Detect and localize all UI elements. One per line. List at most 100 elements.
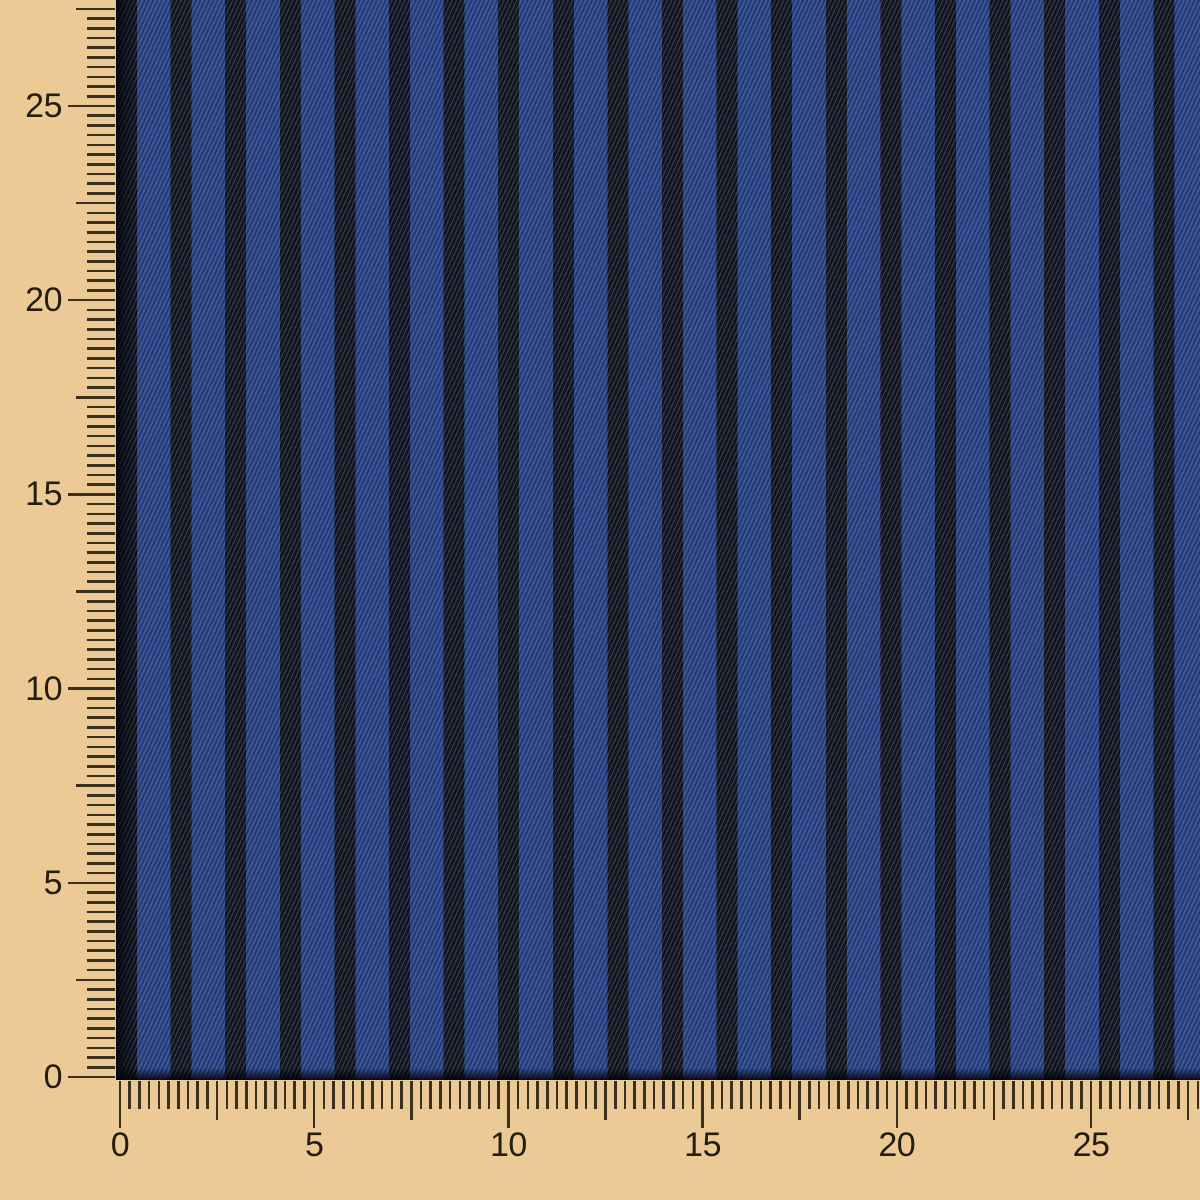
left-ruler-tick-minor — [87, 677, 115, 681]
left-ruler-tick-minor — [87, 755, 115, 758]
bottom-ruler-tick-minor — [351, 1081, 355, 1109]
left-ruler-tick-minor — [87, 998, 115, 1001]
bottom-ruler-tick-minor — [196, 1081, 199, 1109]
bottom-ruler-tick-minor — [380, 1081, 384, 1109]
bottom-ruler-tick-medium — [604, 1081, 607, 1120]
left-ruler-tick-minor — [87, 823, 115, 826]
left-ruler-tick-minor — [87, 968, 115, 972]
bottom-ruler-tick-major — [118, 1081, 122, 1128]
bottom-ruler-tick-minor — [1167, 1081, 1170, 1109]
left-ruler-tick-minor — [87, 803, 115, 807]
left-ruler-tick-medium — [76, 590, 115, 593]
left-ruler-tick-minor — [87, 192, 115, 195]
bottom-ruler-tick-minor — [477, 1081, 481, 1109]
left-ruler-tick-minor — [87, 667, 115, 671]
bottom-ruler-tick-major — [1089, 1081, 1093, 1128]
left-ruler-tick-minor — [87, 279, 115, 283]
left-ruler-tick-minor — [87, 764, 115, 768]
left-ruler-label-10: 10 — [25, 669, 62, 708]
bottom-ruler-tick-minor — [944, 1081, 947, 1109]
bottom-ruler-tick-minor — [982, 1081, 986, 1109]
left-ruler-tick-minor — [87, 930, 115, 933]
left-ruler-tick-minor — [87, 949, 115, 953]
left-ruler-tick-minor — [87, 900, 115, 904]
left-ruler-tick-major — [68, 298, 115, 302]
left-ruler-label-20: 20 — [25, 281, 62, 320]
left-ruler-tick-minor — [87, 230, 115, 234]
left-ruler-tick-minor — [87, 162, 115, 166]
bottom-ruler-tick-minor — [147, 1081, 151, 1109]
bottom-ruler-tick-major — [701, 1081, 704, 1128]
left-ruler-tick-minor — [87, 531, 115, 535]
left-ruler-tick-medium — [76, 201, 115, 205]
left-ruler-tick-minor — [87, 813, 115, 817]
left-ruler-tick-minor — [87, 522, 115, 525]
bottom-ruler-tick-minor — [1002, 1081, 1005, 1109]
bottom-ruler-tick-minor — [623, 1081, 627, 1109]
left-ruler-tick-minor — [87, 832, 115, 836]
left-ruler-tick-major — [68, 493, 115, 496]
bottom-ruler-tick-major — [507, 1081, 510, 1128]
bottom-ruler-tick-minor — [827, 1081, 831, 1109]
left-ruler-label-5: 5 — [43, 863, 63, 902]
left-ruler-tick-minor — [87, 910, 115, 914]
bottom-ruler-tick-minor — [672, 1081, 675, 1109]
left-ruler-tick-minor — [87, 1046, 115, 1050]
left-ruler-tick-minor — [87, 726, 115, 729]
bottom-ruler-tick-minor — [157, 1081, 161, 1109]
bottom-ruler-tick-minor — [575, 1081, 578, 1109]
bottom-ruler-tick-minor — [905, 1081, 908, 1109]
left-ruler-tick-minor — [87, 46, 115, 50]
bottom-ruler-tick-minor — [584, 1081, 588, 1109]
bottom-ruler-tick-minor — [390, 1081, 394, 1109]
bottom-ruler-tick-minor — [711, 1081, 714, 1109]
bottom-ruler-tick-minor — [322, 1081, 326, 1109]
bottom-ruler-tick-minor — [1060, 1081, 1064, 1109]
left-ruler-tick-minor — [87, 405, 115, 409]
bottom-ruler-tick-minor — [536, 1081, 539, 1109]
left-ruler-tick-minor — [87, 328, 115, 331]
bottom-ruler-tick-minor — [740, 1081, 743, 1109]
left-ruler-label-0: 0 — [43, 1058, 63, 1096]
bottom-ruler-tick-minor — [730, 1081, 734, 1109]
left-ruler-tick-minor — [87, 269, 115, 273]
bottom-ruler-tick-minor — [1138, 1081, 1141, 1109]
left-ruler-tick-major — [68, 1075, 115, 1079]
left-ruler-tick-minor — [87, 638, 115, 642]
left-ruler-tick-minor — [87, 774, 115, 778]
left-ruler-tick-minor — [87, 434, 115, 438]
left-ruler-tick-minor — [87, 1056, 115, 1059]
bottom-ruler-tick-minor — [138, 1081, 141, 1109]
left-ruler-label-15: 15 — [25, 475, 62, 514]
bottom-ruler-tick-minor — [361, 1081, 365, 1109]
bottom-ruler-tick-minor — [662, 1081, 666, 1109]
left-ruler-tick-minor — [87, 347, 115, 351]
bottom-ruler-tick-minor — [720, 1081, 724, 1109]
left-ruler-tick-minor — [87, 502, 115, 506]
left-ruler-tick-minor — [87, 337, 115, 341]
left-ruler-tick-minor — [87, 454, 115, 457]
bottom-ruler-label-15: 15 — [684, 1126, 721, 1164]
left-ruler-tick-minor — [87, 959, 115, 962]
bottom-ruler-tick-minor — [342, 1081, 345, 1109]
left-ruler-tick-minor — [87, 94, 115, 98]
bottom-ruler-label-0: 0 — [110, 1126, 130, 1164]
bottom-ruler-tick-minor — [1041, 1081, 1044, 1109]
bottom-ruler-tick-minor — [914, 1081, 918, 1109]
bottom-ruler-tick-medium — [1186, 1081, 1190, 1120]
left-ruler-tick-minor — [87, 444, 115, 448]
left-ruler-tick-minor — [87, 871, 115, 875]
left-ruler-tick-minor — [87, 133, 115, 137]
left-ruler-tick-minor — [87, 114, 115, 117]
bottom-ruler-tick-minor — [963, 1081, 967, 1109]
left-ruler-tick-minor — [87, 658, 115, 661]
bottom-ruler-tick-minor — [1079, 1081, 1083, 1109]
bottom-ruler-tick-minor — [681, 1081, 685, 1109]
left-ruler-tick-minor — [87, 65, 115, 69]
left-ruler-tick-minor — [87, 920, 115, 923]
left-ruler-tick-minor — [87, 862, 115, 865]
bottom-ruler-tick-minor — [1177, 1081, 1180, 1109]
left-ruler-tick-minor — [87, 366, 115, 370]
left-ruler-tick-minor — [87, 609, 115, 613]
bottom-ruler-tick-minor — [526, 1081, 530, 1109]
